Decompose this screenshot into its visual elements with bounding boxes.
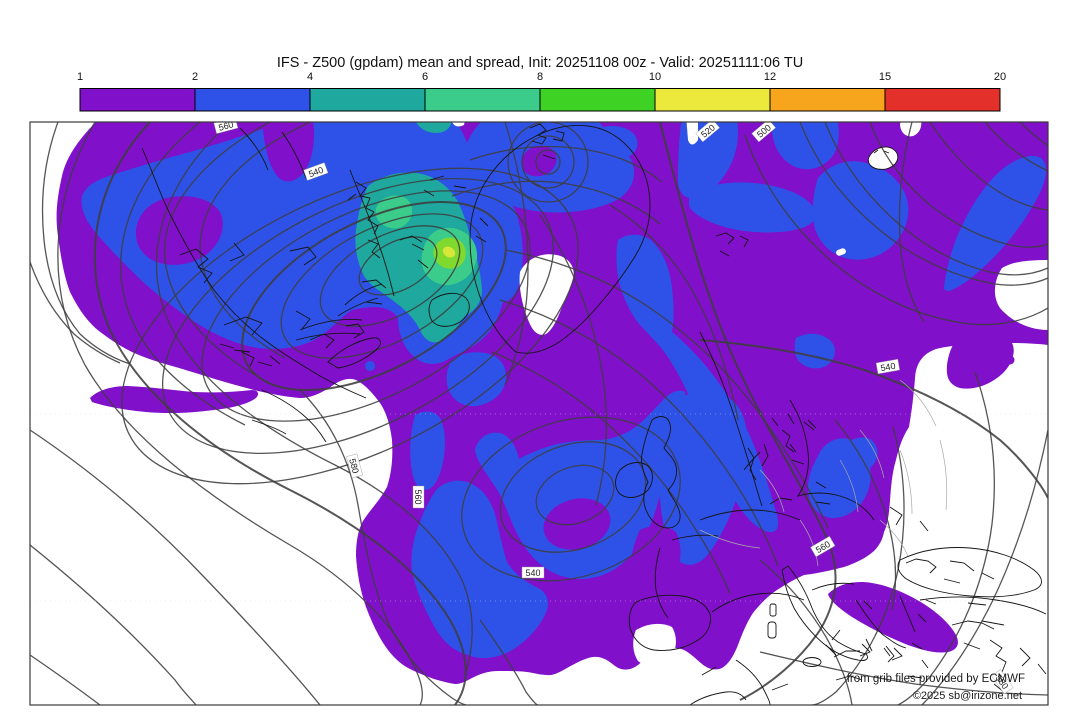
svg-text:4: 4 xyxy=(307,71,313,83)
svg-text:540: 540 xyxy=(880,361,897,373)
svg-text:560: 560 xyxy=(413,489,423,504)
svg-text:6: 6 xyxy=(422,71,428,83)
svg-text:12: 12 xyxy=(764,71,776,83)
svg-text:540: 540 xyxy=(307,165,325,180)
svg-text:15: 15 xyxy=(879,71,891,83)
svg-text:IFS - Z500 (gpdam) mean and sp: IFS - Z500 (gpdam) mean and spread, Init… xyxy=(277,55,803,71)
svg-text:10: 10 xyxy=(649,71,661,83)
svg-text:540: 540 xyxy=(525,568,540,578)
svg-text:8: 8 xyxy=(537,71,543,83)
svg-text:©2025 sb@irizone.net: ©2025 sb@irizone.net xyxy=(913,690,1022,702)
svg-text:2: 2 xyxy=(192,71,198,83)
svg-text:from grib files provided by EC: from grib files provided by ECMWF xyxy=(847,673,1025,685)
svg-text:560: 560 xyxy=(217,119,234,133)
svg-text:20: 20 xyxy=(994,71,1006,83)
svg-text:580: 580 xyxy=(347,457,361,474)
svg-text:1: 1 xyxy=(77,71,83,83)
